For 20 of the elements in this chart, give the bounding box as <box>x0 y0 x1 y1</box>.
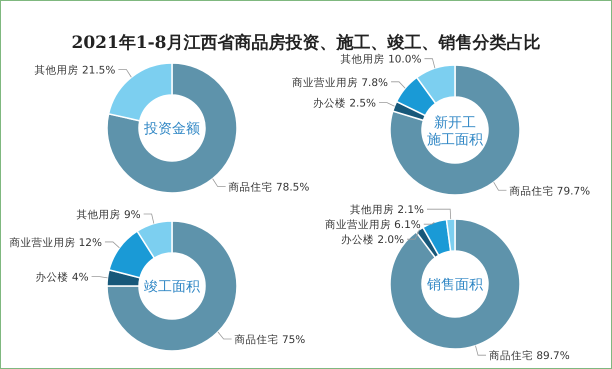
text: 竣工面积 <box>144 279 200 295</box>
chart-title: 2021年1-8月江西省商品房投资、施工、竣工、销售分类占比 <box>71 33 541 53</box>
slice-label: 商品住宅 89.7% <box>489 349 570 362</box>
slice-label: 商业营业用房 6.1% <box>324 218 421 232</box>
slice-label: 办公楼 2.5% <box>313 96 376 110</box>
slice-label: 其他用房 9% <box>76 208 141 221</box>
slice-label: 商品住宅 78.5% <box>228 180 310 194</box>
slice-label: 其他用房 10.0% <box>340 52 422 66</box>
slice-label: 办公楼 4% <box>36 270 89 284</box>
text: 投资金额 <box>143 121 200 137</box>
slice-label: 办公楼 2.0% <box>341 233 404 246</box>
slice-label: 商业营业用房 12% <box>9 236 102 249</box>
slice-label: 其他用房 21.5% <box>34 63 116 76</box>
slice-label: 商品住宅 79.7% <box>509 184 590 198</box>
slice-label: 商品住宅 75% <box>234 333 306 346</box>
slice-label: 商业营业用房 7.8% <box>292 76 388 89</box>
donut-slice <box>389 64 521 196</box>
text: 新开工施工面积 <box>427 115 483 148</box>
slice-label: 其他用房 2.1% <box>350 203 424 216</box>
text: 销售面积 <box>426 277 483 293</box>
